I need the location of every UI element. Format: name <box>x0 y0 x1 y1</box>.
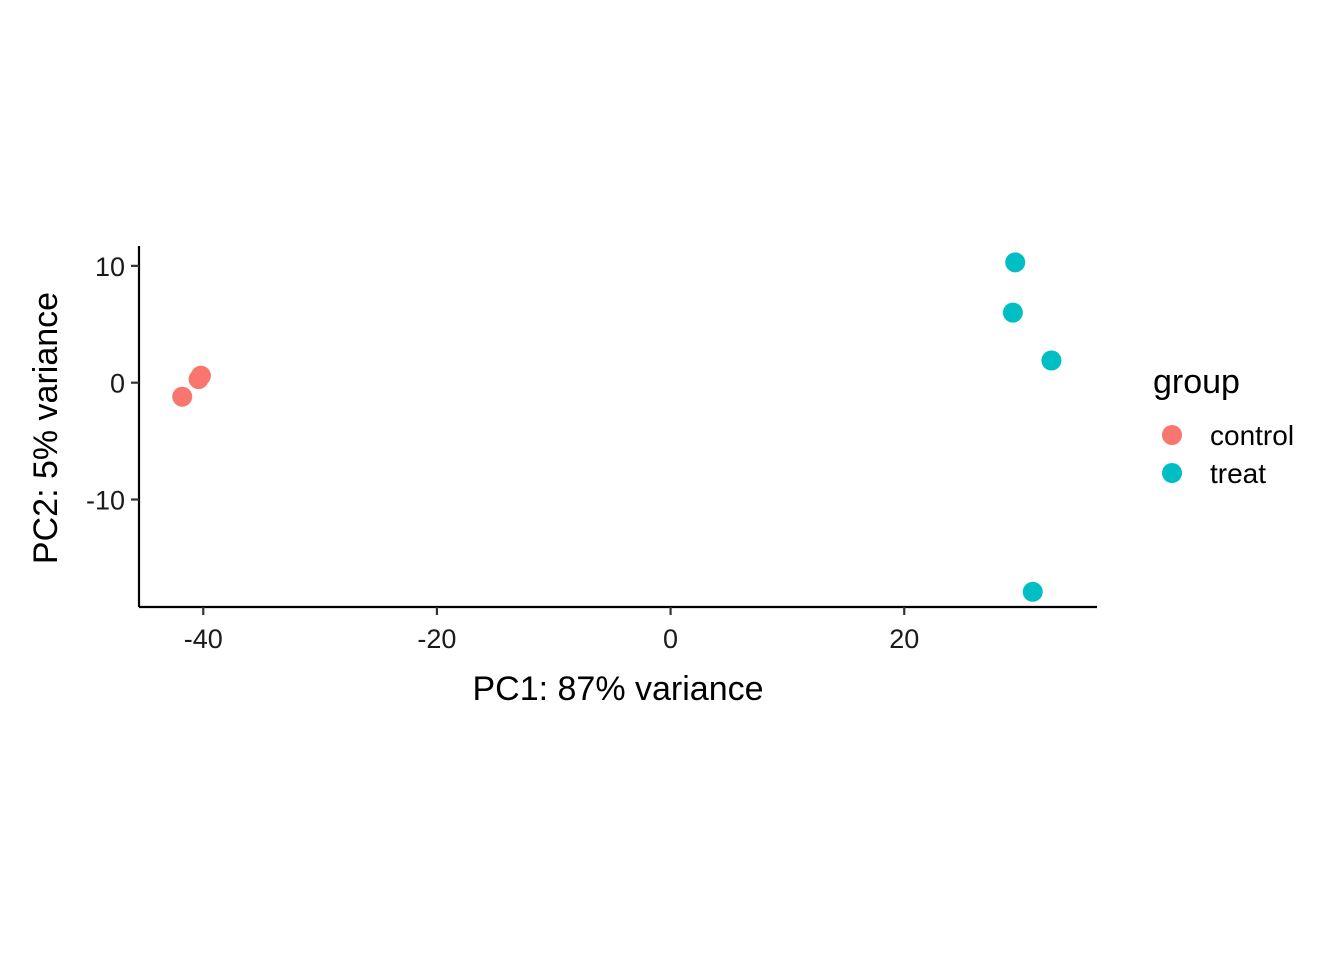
plot-area <box>172 252 1062 602</box>
legend-title: group <box>1153 363 1240 401</box>
legend-label-treat: treat <box>1210 458 1266 489</box>
x-axis-title: PC1: 87% variance <box>472 670 763 708</box>
y-axis-title: PC2: 5% variance <box>27 292 65 564</box>
data-point-control <box>190 365 211 386</box>
data-point-control <box>172 386 193 407</box>
y-tick-label: -10 <box>86 486 125 516</box>
x-tick-label: 20 <box>889 624 919 654</box>
data-point-treat <box>1041 350 1062 371</box>
legend: group control treat <box>1153 363 1294 489</box>
x-axis: -40 -20 0 20 <box>139 605 1097 654</box>
y-tick-label: 0 <box>110 369 125 399</box>
x-tick-label: -20 <box>417 624 456 654</box>
data-point-treat <box>1005 252 1026 273</box>
legend-key-treat <box>1162 463 1182 483</box>
legend-items: control treat <box>1162 420 1294 489</box>
x-tick-label: -40 <box>184 624 223 654</box>
data-point-treat <box>1002 302 1023 323</box>
legend-label-control: control <box>1210 420 1294 451</box>
data-point-treat <box>1022 581 1043 602</box>
x-tick-label: 0 <box>663 624 678 654</box>
legend-key-control <box>1162 425 1182 445</box>
y-axis: 10 0 -10 <box>86 246 141 607</box>
y-tick-label: 10 <box>95 252 125 282</box>
